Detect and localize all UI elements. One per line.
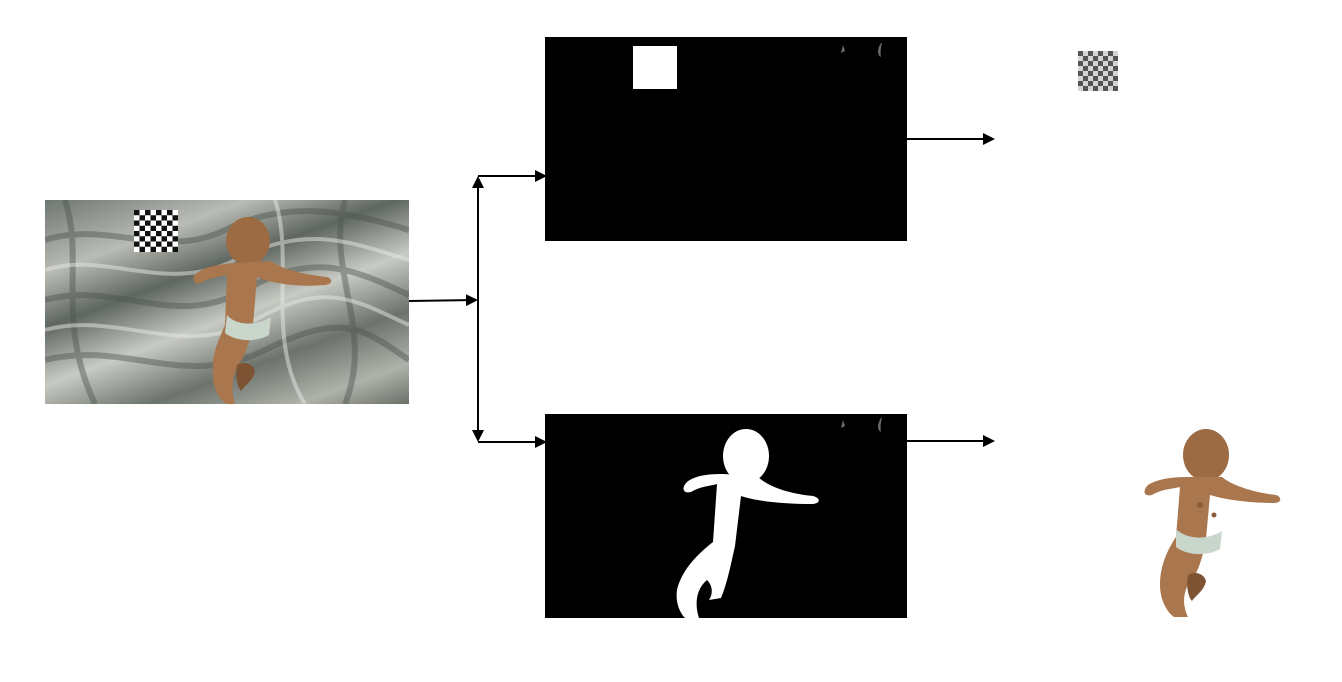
white-square-mask: [633, 46, 677, 89]
mask-noise: [841, 43, 882, 57]
input-image-graphic: [45, 200, 409, 404]
output-checkerboard: [1070, 45, 1126, 97]
arrow-input-to-split: [408, 294, 478, 307]
mask-baby: [545, 414, 907, 618]
input-image: [45, 200, 409, 404]
baby-cutout: [1144, 429, 1281, 617]
output-baby-graphic: [1144, 429, 1281, 617]
output-baby: [1130, 425, 1290, 625]
mask-checkerboard: [545, 37, 907, 241]
baby-silhouette-mask: [676, 429, 819, 618]
mask-baby-graphic: [676, 418, 882, 618]
checkerboard-pattern: [134, 210, 178, 252]
output-checkerboard-graphic: [1078, 51, 1118, 91]
baby-figure: [193, 217, 332, 404]
mask-checkerboard-graphic: [633, 43, 882, 89]
mask-noise: [841, 418, 882, 432]
